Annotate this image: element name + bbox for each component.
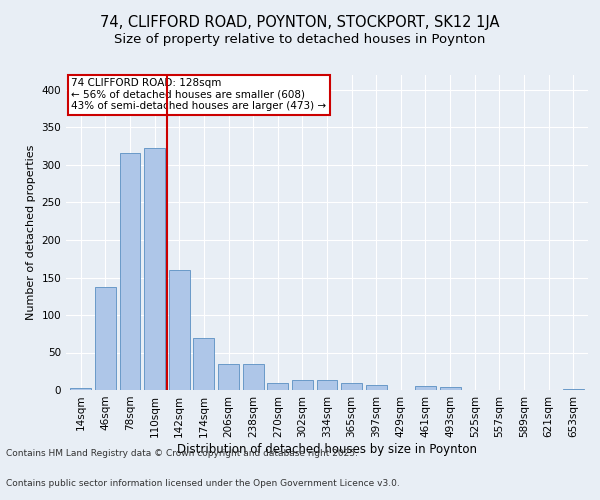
Bar <box>144 148 165 390</box>
Bar <box>70 388 91 390</box>
Bar <box>95 286 116 390</box>
Text: 74 CLIFFORD ROAD: 128sqm
← 56% of detached houses are smaller (608)
43% of semi-: 74 CLIFFORD ROAD: 128sqm ← 56% of detach… <box>71 78 326 112</box>
Bar <box>440 387 461 390</box>
Bar <box>267 382 288 390</box>
Bar <box>292 380 313 390</box>
Bar <box>366 385 387 390</box>
Text: 74, CLIFFORD ROAD, POYNTON, STOCKPORT, SK12 1JA: 74, CLIFFORD ROAD, POYNTON, STOCKPORT, S… <box>100 15 500 30</box>
Bar <box>119 153 140 390</box>
Text: Contains public sector information licensed under the Open Government Licence v3: Contains public sector information licen… <box>6 478 400 488</box>
Y-axis label: Number of detached properties: Number of detached properties <box>26 145 36 320</box>
Bar <box>563 388 584 390</box>
Bar <box>169 270 190 390</box>
Bar <box>218 364 239 390</box>
Text: Contains HM Land Registry data © Crown copyright and database right 2025.: Contains HM Land Registry data © Crown c… <box>6 448 358 458</box>
Bar <box>317 380 337 390</box>
X-axis label: Distribution of detached houses by size in Poynton: Distribution of detached houses by size … <box>177 442 477 456</box>
Bar <box>242 364 263 390</box>
Bar <box>341 382 362 390</box>
Text: Size of property relative to detached houses in Poynton: Size of property relative to detached ho… <box>115 32 485 46</box>
Bar <box>193 338 214 390</box>
Bar <box>415 386 436 390</box>
